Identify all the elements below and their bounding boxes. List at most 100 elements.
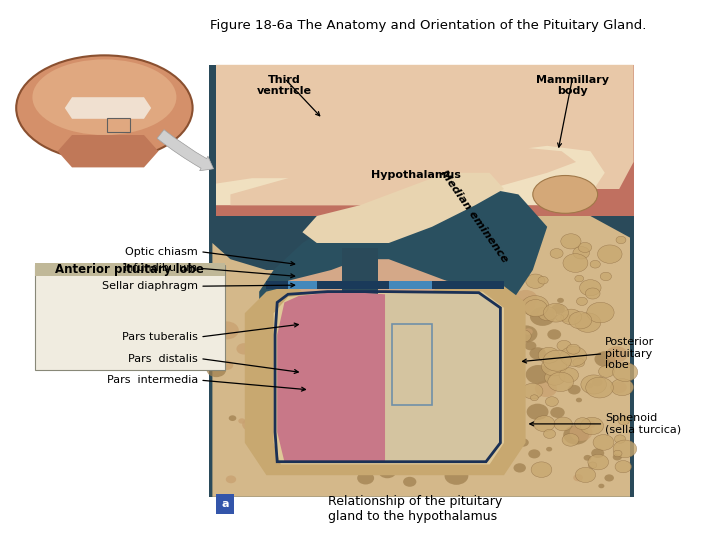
Circle shape bbox=[538, 307, 557, 321]
Polygon shape bbox=[274, 292, 504, 464]
Circle shape bbox=[573, 247, 590, 259]
Circle shape bbox=[526, 403, 549, 420]
Text: Figure 18-6a The Anatomy and Orientation of the Pituitary Gland.: Figure 18-6a The Anatomy and Orientation… bbox=[210, 19, 647, 32]
Circle shape bbox=[236, 343, 252, 355]
Circle shape bbox=[513, 463, 526, 472]
Polygon shape bbox=[342, 248, 378, 302]
Polygon shape bbox=[58, 135, 158, 167]
Circle shape bbox=[379, 465, 396, 478]
Polygon shape bbox=[245, 281, 526, 475]
Circle shape bbox=[357, 472, 374, 484]
Circle shape bbox=[562, 434, 579, 446]
Circle shape bbox=[238, 418, 246, 424]
Ellipse shape bbox=[533, 176, 598, 213]
Text: Pars  intermedia: Pars intermedia bbox=[107, 375, 198, 385]
Circle shape bbox=[616, 236, 626, 244]
FancyArrowPatch shape bbox=[157, 130, 214, 171]
Circle shape bbox=[593, 435, 614, 450]
Circle shape bbox=[573, 474, 583, 481]
Polygon shape bbox=[259, 184, 547, 313]
Polygon shape bbox=[385, 293, 500, 462]
Circle shape bbox=[559, 368, 579, 382]
Text: Anterior pituitary lobe: Anterior pituitary lobe bbox=[55, 263, 204, 276]
Circle shape bbox=[548, 372, 574, 391]
Circle shape bbox=[550, 407, 564, 418]
Text: Mammillary
body: Mammillary body bbox=[536, 75, 609, 96]
Circle shape bbox=[586, 421, 595, 428]
Circle shape bbox=[613, 363, 638, 381]
Circle shape bbox=[507, 403, 513, 408]
Text: Optic chiasm: Optic chiasm bbox=[125, 247, 198, 256]
Circle shape bbox=[524, 341, 536, 350]
Circle shape bbox=[611, 381, 627, 393]
Circle shape bbox=[547, 329, 561, 340]
Circle shape bbox=[580, 417, 603, 435]
Circle shape bbox=[580, 280, 601, 296]
Circle shape bbox=[517, 299, 535, 312]
Circle shape bbox=[253, 304, 266, 314]
Circle shape bbox=[576, 397, 582, 402]
Polygon shape bbox=[277, 293, 385, 462]
Circle shape bbox=[538, 276, 548, 284]
Circle shape bbox=[528, 449, 540, 458]
Circle shape bbox=[566, 347, 577, 356]
Circle shape bbox=[242, 418, 260, 431]
Circle shape bbox=[567, 344, 580, 354]
Circle shape bbox=[581, 375, 606, 394]
Circle shape bbox=[534, 416, 555, 431]
Circle shape bbox=[544, 370, 565, 385]
Ellipse shape bbox=[16, 56, 193, 161]
Circle shape bbox=[584, 455, 591, 461]
Circle shape bbox=[600, 272, 611, 281]
Circle shape bbox=[575, 467, 595, 483]
Circle shape bbox=[546, 397, 559, 407]
Circle shape bbox=[575, 275, 584, 282]
Circle shape bbox=[207, 362, 226, 377]
Circle shape bbox=[499, 408, 523, 426]
Circle shape bbox=[524, 300, 547, 317]
Circle shape bbox=[229, 415, 236, 421]
Circle shape bbox=[557, 298, 564, 303]
Polygon shape bbox=[216, 65, 634, 216]
Circle shape bbox=[522, 383, 543, 399]
Bar bbox=[107, 118, 130, 132]
Circle shape bbox=[521, 295, 549, 316]
Bar bbox=[216, 494, 234, 514]
Circle shape bbox=[526, 365, 551, 384]
FancyArrowPatch shape bbox=[157, 130, 214, 171]
Circle shape bbox=[618, 416, 629, 425]
Circle shape bbox=[215, 321, 239, 340]
Circle shape bbox=[524, 328, 533, 335]
Circle shape bbox=[577, 297, 588, 306]
Circle shape bbox=[514, 330, 531, 342]
Circle shape bbox=[226, 475, 236, 483]
Circle shape bbox=[578, 242, 592, 253]
Circle shape bbox=[464, 466, 473, 472]
Circle shape bbox=[556, 315, 564, 321]
Circle shape bbox=[544, 303, 568, 322]
Circle shape bbox=[598, 366, 614, 377]
Circle shape bbox=[590, 260, 600, 268]
Circle shape bbox=[518, 438, 528, 447]
Circle shape bbox=[561, 234, 581, 249]
Circle shape bbox=[615, 461, 631, 473]
Circle shape bbox=[550, 248, 563, 258]
Circle shape bbox=[514, 290, 538, 308]
Circle shape bbox=[563, 426, 589, 444]
Text: Third
ventricle: Third ventricle bbox=[257, 75, 312, 96]
Circle shape bbox=[588, 462, 597, 468]
Circle shape bbox=[568, 385, 580, 395]
Circle shape bbox=[529, 347, 546, 360]
Bar bbox=[35, 265, 225, 370]
Circle shape bbox=[515, 297, 521, 301]
Circle shape bbox=[613, 440, 636, 458]
Circle shape bbox=[575, 417, 590, 429]
Circle shape bbox=[591, 448, 604, 458]
Polygon shape bbox=[216, 65, 634, 189]
Circle shape bbox=[444, 467, 468, 485]
Circle shape bbox=[570, 424, 593, 441]
Circle shape bbox=[598, 245, 622, 264]
Circle shape bbox=[531, 395, 539, 401]
Polygon shape bbox=[288, 259, 446, 302]
Circle shape bbox=[585, 288, 600, 299]
